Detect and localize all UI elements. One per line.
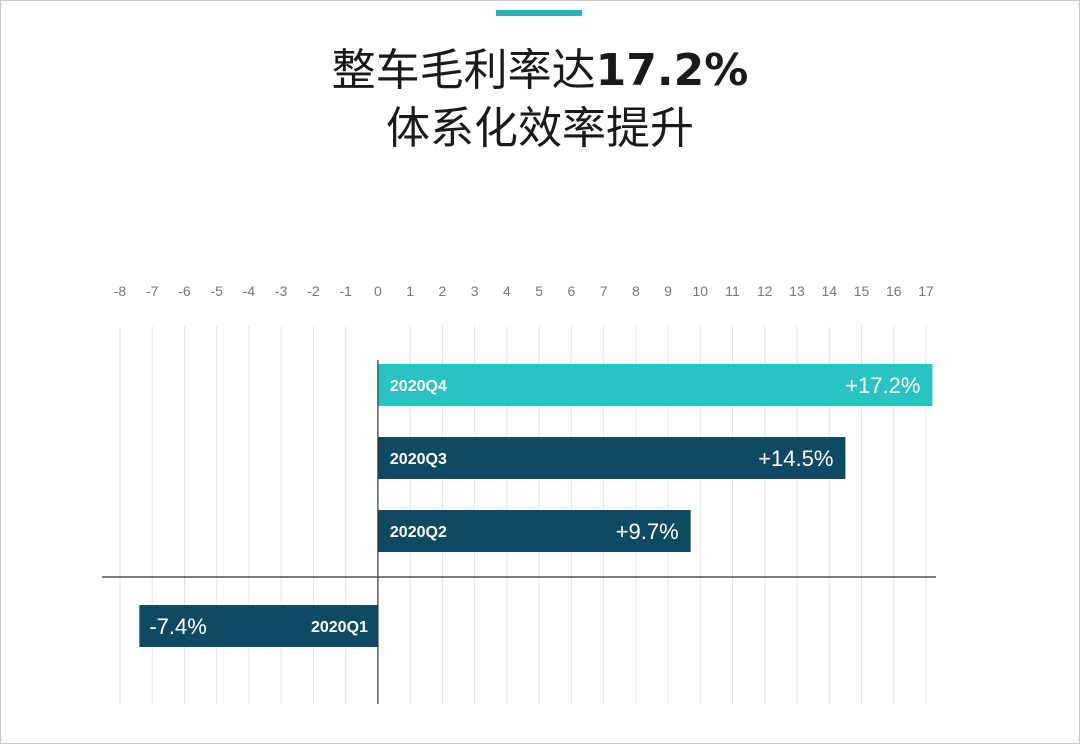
title-line-1-text: 整车毛利率达 (331, 45, 596, 96)
x-tick-label: -4 (243, 283, 256, 299)
x-tick-label: 6 (567, 283, 575, 299)
x-tick-label: -7 (146, 283, 159, 299)
x-tick-label: 17 (918, 283, 934, 299)
x-tick-label: 3 (471, 283, 479, 299)
x-tick-label: 1 (406, 283, 414, 299)
bar-value-label: +17.2% (845, 373, 920, 398)
title-line-1-highlight: 17.2% (595, 45, 749, 96)
x-tick-label: 8 (632, 283, 640, 299)
bar-2020q1 (139, 605, 378, 647)
x-tick-label: 0 (374, 283, 382, 299)
x-tick-label: 7 (600, 283, 608, 299)
x-tick-label: 12 (757, 283, 773, 299)
x-tick-label: 5 (535, 283, 543, 299)
bar-category-label: 2020Q1 (311, 619, 368, 636)
bar-value-label: +14.5% (758, 446, 833, 471)
bars: 2020Q4 +17.2% 2020Q3 +14.5% 2020Q2 +9.7% 2020Q… (139, 364, 933, 647)
x-tick-label: 4 (503, 283, 511, 299)
title-line-1: 整车毛利率达17.2% (0, 42, 1080, 100)
x-tick-label: 16 (886, 283, 902, 299)
bar-value-label: +9.7% (616, 519, 679, 544)
bar-2020q4 (377, 364, 933, 406)
x-tick-label: -1 (339, 283, 352, 299)
x-tick-label: -8 (114, 283, 127, 299)
x-tick-labels: -8 -7 -6 -5 -4 -3 -2 -1 0 1 2 3 4 5 6 7 8 9 10 11 12 13 14 15 16… (114, 283, 934, 299)
accent-bar (496, 10, 582, 16)
x-tick-label: 15 (854, 283, 870, 299)
x-tick-label: 2 (439, 283, 447, 299)
x-tick-label: 11 (725, 283, 740, 299)
x-tick-label: -6 (178, 283, 191, 299)
x-tick-label: -5 (210, 283, 223, 299)
bar-value-label: -7.4% (149, 614, 206, 639)
title-line-2: 体系化效率提升 (386, 103, 694, 154)
bar-2020q2 (377, 510, 691, 552)
x-tick-label: -2 (307, 283, 320, 299)
x-tick-label: 14 (821, 283, 837, 299)
bar-category-label: 2020Q3 (390, 451, 447, 468)
bar-2020q3 (377, 437, 846, 479)
x-tick-label: -3 (275, 283, 288, 299)
slide-title: 整车毛利率达17.2% 体系化效率提升 (0, 42, 1080, 158)
bar-category-label: 2020Q4 (390, 378, 447, 395)
bar-category-label: 2020Q2 (390, 524, 447, 541)
x-tick-label: 10 (693, 283, 709, 299)
axes (102, 360, 936, 704)
x-tick-label: 13 (789, 283, 805, 299)
x-tick-label: 9 (664, 283, 672, 299)
